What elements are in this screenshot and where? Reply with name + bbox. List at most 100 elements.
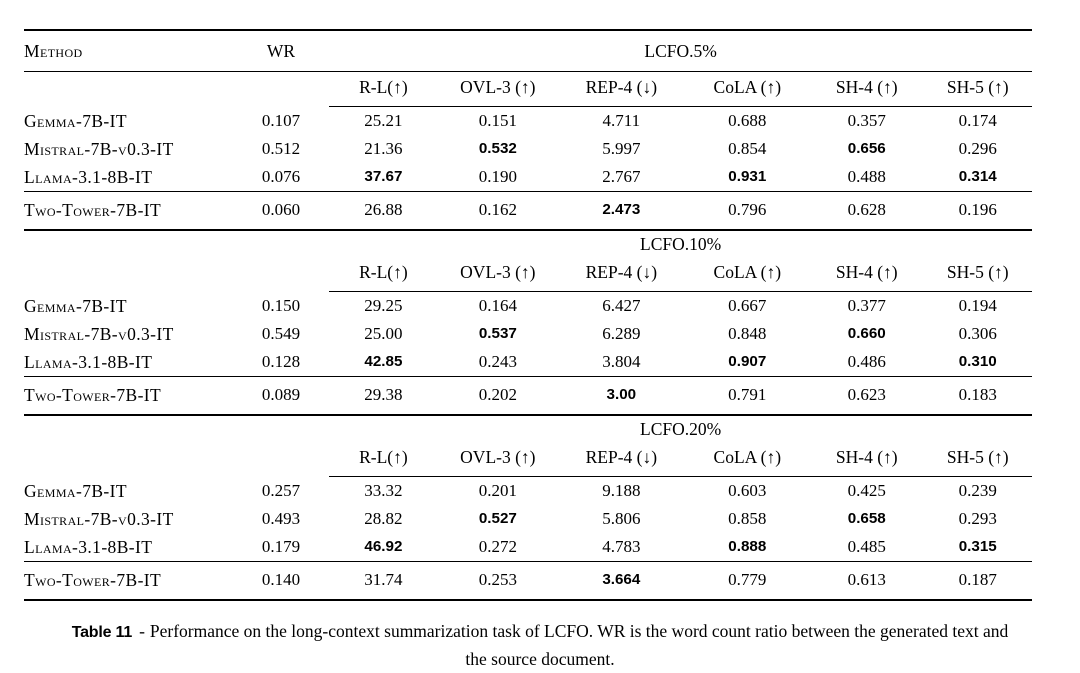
metric-value: 0.656 [847, 140, 886, 157]
wr-value: 0.257 [261, 480, 301, 500]
method-cell: Gemma-7B-IT [24, 480, 127, 501]
section-LCFO.10%: LCFO.10% R-L(↑) OVL-3 (↑) REP-4 (↓) CoLA (↑)… [24, 230, 1032, 416]
metric-value: 0.243 [478, 352, 517, 371]
metric-value: 0.613 [810, 561, 924, 601]
metric-value: 0.164 [478, 296, 517, 315]
metric-value: 0.488 [847, 167, 886, 186]
table-row: Two-Tower-7B-IT 0.140 31.74 0.253 3.664 0.779… [24, 561, 1032, 601]
wr-value: 0.107 [261, 110, 301, 130]
metric-value: 33.32 [364, 481, 403, 500]
table-row: Llama-3.1-8B-IT 0.128 42.85 0.243 3.804 0.907… [24, 348, 1032, 377]
metric-value: 0.202 [437, 376, 559, 416]
metric-column-header: SH-4 (↑) [810, 257, 924, 292]
wr-value: 0.493 [261, 509, 301, 528]
table-caption: Table 11- Performance on the long-context… [67, 618, 1013, 673]
metric-value: 0.314 [958, 168, 997, 185]
metric-value: 3.664 [558, 561, 685, 601]
metric-value: 0.931 [728, 168, 767, 185]
group-label: LCFO.5% [329, 30, 1032, 72]
wr-value: 0.060 [232, 191, 330, 231]
metric-value: 0.306 [958, 324, 997, 343]
metric-value: 37.67 [364, 168, 403, 185]
method-cell: Two-Tower-7B-IT [24, 191, 233, 231]
metric-value: 26.88 [329, 191, 438, 231]
metric-value: 0.688 [728, 111, 767, 130]
empty-cell [24, 257, 233, 292]
metric-column-header: REP-4 (↓) [558, 442, 685, 477]
method-cell: Gemma-7B-IT [24, 295, 127, 316]
metric-value: 25.00 [364, 324, 403, 343]
metric-value: 4.711 [602, 111, 641, 130]
metric-value: 0.239 [958, 481, 997, 500]
caption-label: Table 11 [71, 624, 133, 641]
metric-column-header: SH-5 (↑) [923, 442, 1032, 477]
metric-value: 0.779 [684, 561, 811, 601]
metric-column-header: CoLA (↑) [684, 442, 811, 477]
wr-value: 0.512 [261, 139, 301, 158]
method-cell: Llama-3.1-8B-IT [24, 352, 153, 372]
empty-cell [233, 72, 329, 107]
metric-value: 0.791 [684, 376, 811, 416]
metric-header-row: R-L(↑) OVL-3 (↑) REP-4 (↓) CoLA (↑) SH-4 (↑)… [24, 257, 1032, 292]
metric-column-header: SH-4 (↑) [810, 71, 924, 107]
metric-value: 0.858 [728, 509, 767, 528]
metric-value: 0.854 [728, 139, 767, 158]
table-row: Llama-3.1-8B-IT 0.076 37.67 0.190 2.767 0.931… [24, 163, 1032, 192]
metric-value: 0.183 [923, 376, 1032, 416]
table-row: Gemma-7B-IT 0.257 33.32 0.201 9.188 0.603 0.42… [24, 477, 1032, 506]
metric-value: 0.907 [728, 353, 767, 370]
method-cell: Mistral-7B-v0.3-IT [24, 324, 174, 344]
metric-value: 0.315 [958, 538, 997, 555]
metric-value: 29.38 [329, 376, 438, 416]
section-LCFO.20%: LCFO.20% R-L(↑) OVL-3 (↑) REP-4 (↓) CoLA (↑)… [24, 415, 1032, 601]
metric-header-row: R-L(↑) OVL-3 (↑) REP-4 (↓) CoLA (↑) SH-4 (↑)… [24, 442, 1032, 477]
metric-value: 0.603 [728, 481, 767, 500]
metric-value: 2.473 [558, 191, 685, 231]
group-label-row: LCFO.10% [24, 230, 1032, 257]
group-label: LCFO.10% [640, 234, 722, 254]
metric-column-header: CoLA (↑) [684, 257, 811, 292]
metric-column-header: R-L(↑) [329, 71, 438, 107]
metric-value: 0.162 [437, 191, 559, 231]
empty-cell [233, 230, 329, 257]
group-label: LCFO.20% [640, 419, 722, 439]
metric-column-header: R-L(↑) [329, 442, 438, 477]
metric-column-header: CoLA (↑) [684, 71, 811, 107]
metric-value: 29.25 [364, 296, 403, 315]
empty-cell [24, 230, 233, 257]
metric-value: 0.658 [847, 510, 886, 527]
metric-value: 0.888 [728, 538, 767, 555]
table-row: Gemma-7B-IT 0.107 25.21 0.151 4.711 0.688 0.35… [24, 107, 1032, 136]
metric-header-row: R-L(↑) OVL-3 (↑) REP-4 (↓) CoLA (↑) SH-4 (↑)… [24, 71, 1032, 107]
metric-value: 0.293 [958, 509, 997, 528]
metric-value: 5.997 [602, 139, 641, 158]
metric-value: 0.667 [728, 296, 767, 315]
metric-value: 0.848 [728, 324, 767, 343]
metric-column-header: R-L(↑) [329, 257, 438, 292]
wr-value: 0.089 [232, 376, 330, 416]
metric-value: 0.296 [958, 139, 997, 158]
table-row: Two-Tower-7B-IT 0.089 29.38 0.202 3.00 0.791 0… [24, 376, 1032, 416]
caption-separator: - [139, 621, 145, 641]
metric-value: 2.767 [602, 167, 641, 186]
metric-value: 31.74 [329, 561, 438, 601]
empty-cell [233, 257, 329, 292]
metric-value: 0.174 [958, 111, 997, 130]
metric-column-header: OVL-3 (↑) [437, 442, 559, 477]
metric-value: 21.36 [364, 139, 403, 158]
metric-value: 0.310 [958, 353, 997, 370]
table-row: Mistral-7B-v0.3-IT 0.512 21.36 0.532 5.997 0.… [24, 135, 1032, 163]
metric-value: 0.272 [478, 537, 517, 556]
column-header-row: Method WR LCFO.5% [24, 30, 1032, 72]
wr-value: 0.150 [261, 295, 301, 315]
table-row: Two-Tower-7B-IT 0.060 26.88 0.162 2.473 0.796… [24, 191, 1032, 231]
wr-value: 0.140 [232, 561, 330, 601]
metric-value: 46.92 [364, 538, 403, 555]
wr-column-header: WR [232, 30, 330, 72]
metric-value: 0.485 [847, 537, 886, 556]
metric-value: 28.82 [364, 509, 403, 528]
metric-value: 0.532 [478, 140, 517, 157]
metric-value: 3.804 [602, 352, 641, 371]
metric-column-header: OVL-3 (↑) [437, 257, 559, 292]
method-column-header: Method [24, 30, 233, 72]
